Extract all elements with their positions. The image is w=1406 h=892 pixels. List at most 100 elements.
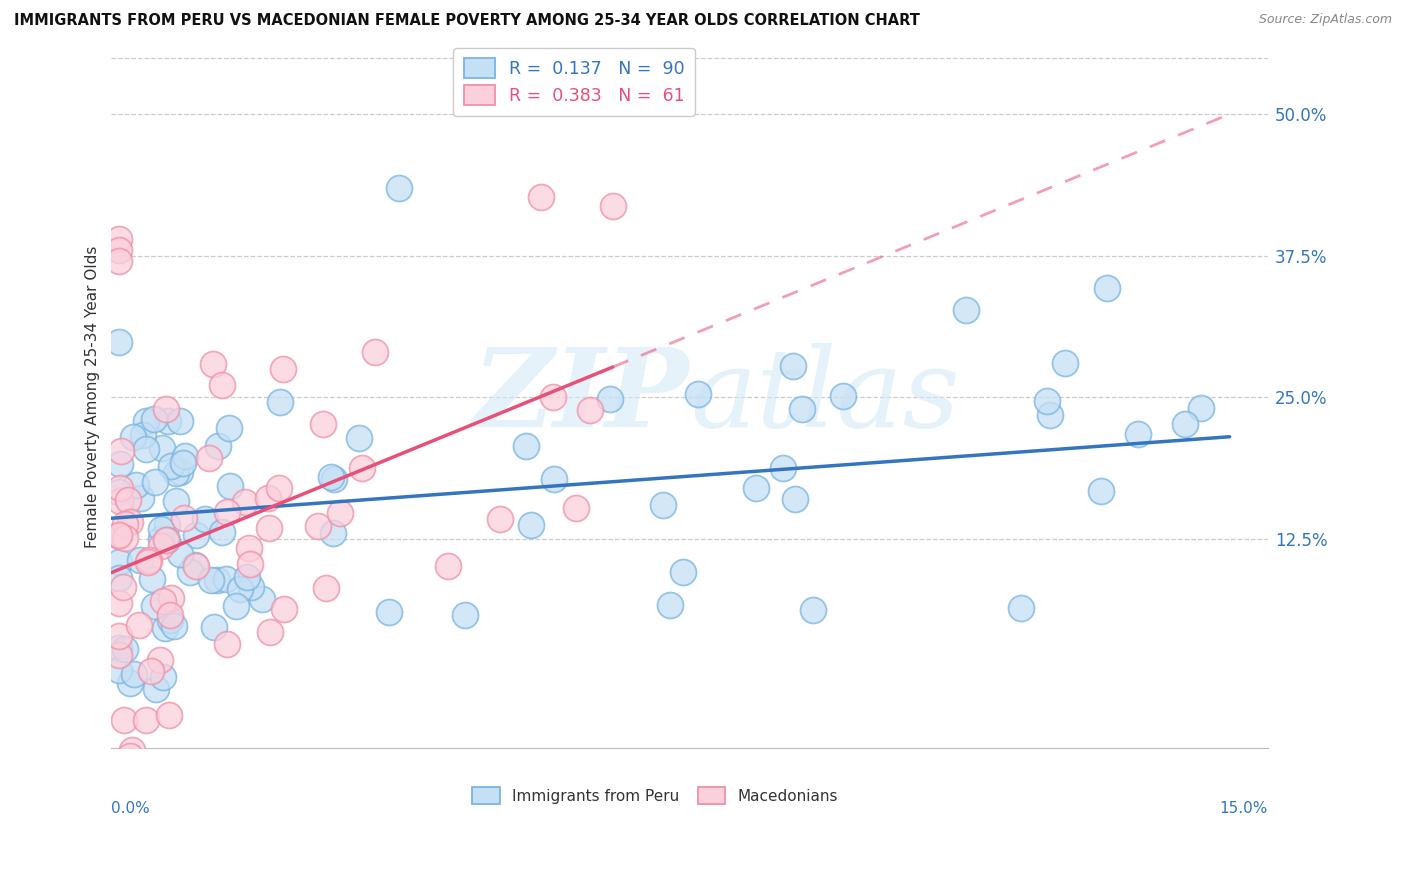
Point <box>198 450 221 465</box>
Point <box>240 580 263 594</box>
Point <box>201 357 224 371</box>
Point <box>453 607 475 622</box>
Point <box>143 411 166 425</box>
Point <box>179 565 201 579</box>
Point <box>1036 393 1059 408</box>
Point <box>543 471 565 485</box>
Point <box>135 714 157 728</box>
Point <box>122 667 145 681</box>
Point <box>225 599 247 613</box>
Point <box>157 707 180 722</box>
Point <box>131 491 153 506</box>
Point <box>141 572 163 586</box>
Point <box>128 618 150 632</box>
Point <box>150 539 173 553</box>
Point <box>108 528 131 542</box>
Point <box>120 515 142 529</box>
Point <box>257 520 280 534</box>
Point <box>250 591 273 606</box>
Point <box>152 670 174 684</box>
Point <box>135 414 157 428</box>
Point <box>108 571 131 585</box>
Point <box>658 598 681 612</box>
Point <box>1095 281 1118 295</box>
Point <box>519 518 541 533</box>
Point <box>142 599 165 613</box>
Point <box>215 636 238 650</box>
Point <box>259 625 281 640</box>
Point <box>163 619 186 633</box>
Point <box>312 417 335 432</box>
Point <box>153 621 176 635</box>
Point <box>156 518 179 533</box>
Point <box>114 642 136 657</box>
Point <box>169 465 191 479</box>
Point <box>129 553 152 567</box>
Point <box>112 713 135 727</box>
Text: 0.0%: 0.0% <box>111 801 150 815</box>
Point <box>564 501 586 516</box>
Point <box>239 557 262 571</box>
Point <box>159 613 181 627</box>
Text: 15.0%: 15.0% <box>1220 801 1268 815</box>
Point <box>108 629 131 643</box>
Point <box>200 574 222 588</box>
Point <box>165 494 187 508</box>
Point <box>108 663 131 677</box>
Point <box>160 459 183 474</box>
Point <box>229 582 252 596</box>
Point <box>488 512 510 526</box>
Point <box>1053 355 1076 369</box>
Point <box>135 442 157 456</box>
Point <box>269 395 291 409</box>
Point <box>155 401 177 416</box>
Point <box>172 456 194 470</box>
Point <box>160 591 183 606</box>
Point <box>329 506 352 520</box>
Point <box>124 477 146 491</box>
Point <box>108 648 131 662</box>
Point <box>159 607 181 622</box>
Y-axis label: Female Poverty Among 25-34 Year Olds: Female Poverty Among 25-34 Year Olds <box>86 246 100 549</box>
Text: Source: ZipAtlas.com: Source: ZipAtlas.com <box>1258 13 1392 27</box>
Point <box>110 457 132 471</box>
Point <box>169 414 191 428</box>
Point <box>207 439 229 453</box>
Point <box>211 378 233 392</box>
Point <box>436 558 458 573</box>
Point <box>347 431 370 445</box>
Point <box>121 743 143 757</box>
Point <box>149 532 172 546</box>
Point <box>184 558 207 573</box>
Point <box>602 199 624 213</box>
Point <box>1039 408 1062 422</box>
Point <box>202 620 225 634</box>
Point <box>364 345 387 359</box>
Point <box>165 466 187 480</box>
Point <box>118 748 141 763</box>
Point <box>155 533 177 548</box>
Point <box>257 491 280 506</box>
Point <box>541 390 564 404</box>
Point <box>378 605 401 619</box>
Point <box>271 361 294 376</box>
Point <box>139 664 162 678</box>
Point <box>1128 426 1150 441</box>
Point <box>108 485 131 500</box>
Point <box>108 641 131 656</box>
Point <box>1189 401 1212 415</box>
Point <box>831 389 853 403</box>
Point <box>388 180 411 194</box>
Point <box>152 594 174 608</box>
Point <box>215 572 238 586</box>
Point <box>136 556 159 570</box>
Point <box>745 481 768 495</box>
Point <box>183 558 205 572</box>
Point <box>579 403 602 417</box>
Point <box>186 528 208 542</box>
Point <box>108 482 131 496</box>
Point <box>149 653 172 667</box>
Point <box>238 541 260 555</box>
Point <box>955 303 977 318</box>
Point <box>772 461 794 475</box>
